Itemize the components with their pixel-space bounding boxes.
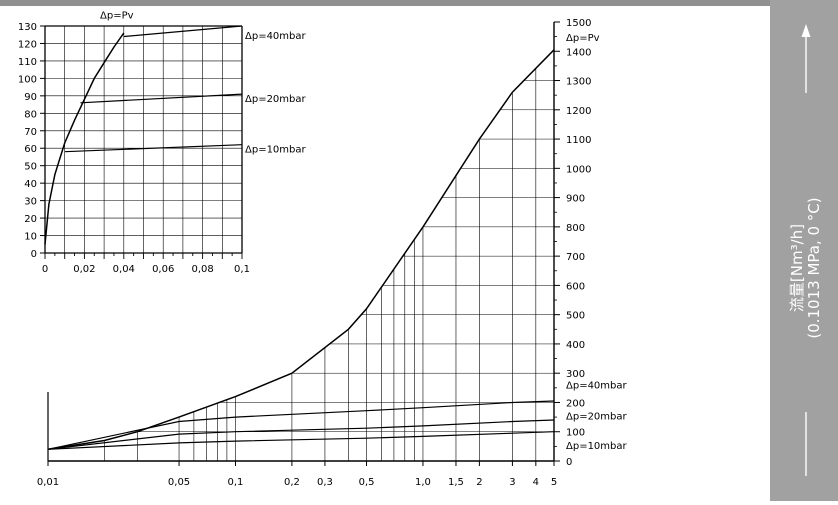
inset-series-label-p-20mbar: Δp=20mbar xyxy=(245,94,307,105)
y-tick-label-main-1300: 1300 xyxy=(566,77,591,88)
arrow-up-icon xyxy=(801,24,811,476)
inset-series-line-p-40mbar xyxy=(123,25,243,38)
x-tick-label-main-0-2: 0,2 xyxy=(284,477,300,488)
inset-series-line-p-pv xyxy=(44,32,125,245)
y-tick-label-main-1000: 1000 xyxy=(566,164,591,175)
inset-series-line-p-20mbar xyxy=(80,93,243,104)
inset-y-tick-label-130: 130 xyxy=(18,22,37,33)
inset-series-label-p-10mbar: Δp=10mbar xyxy=(245,145,307,156)
flow-chart: 0100200300400500600700800900100011001200… xyxy=(18,10,628,488)
inset-y-tick-label-30: 30 xyxy=(24,197,37,208)
y-tick-label-main-1400: 1400 xyxy=(566,47,591,58)
x-tick-label-main-0-05: 0,05 xyxy=(168,477,190,488)
y-tick-label-main-400: 400 xyxy=(566,340,585,351)
y-tick-label-main-300: 300 xyxy=(566,369,585,380)
inset-y-tick-label-80: 80 xyxy=(24,109,37,120)
inset-y-tick-label-60: 60 xyxy=(24,144,37,155)
inset-x-tick-label-0-06: 0,06 xyxy=(152,264,174,275)
series-line-main-p-10mbar xyxy=(47,431,555,450)
y-tick-label-main-700: 700 xyxy=(566,252,585,263)
inset-y-tick-label-40: 40 xyxy=(24,179,37,190)
inset-x-tick-label-0-02: 0,02 xyxy=(73,264,95,275)
inset-x-tick-label-0-04: 0,04 xyxy=(113,264,135,275)
series-line-main-p-pv xyxy=(47,49,555,451)
inset-y-tick-label-100: 100 xyxy=(18,74,37,85)
series-label-main-p-20mbar: Δp=20mbar xyxy=(566,412,628,423)
inset-y-tick-label-110: 110 xyxy=(18,57,37,68)
x-tick-label-main-0-3: 0,3 xyxy=(317,477,333,488)
series-label-main-p-40mbar: Δp=40mbar xyxy=(566,380,628,391)
top-band xyxy=(0,0,770,6)
y-tick-label-main-200: 200 xyxy=(566,398,585,409)
axis-label-flow-line1: 流量[Nm³/h] xyxy=(788,223,806,313)
inset-x-tick-label-0-1: 0,1 xyxy=(234,264,250,275)
axis-label-flow: 流量[Nm³/h] (0.1013 MPa, 0 °C) xyxy=(788,197,823,339)
y-tick-label-main-1200: 1200 xyxy=(566,106,591,117)
axis-label-flow-line2: (0.1013 MPa, 0 °C) xyxy=(805,197,823,339)
y-tick-label-main-0: 0 xyxy=(566,457,572,468)
series-label-main-p-10mbar: Δp=10mbar xyxy=(566,441,628,452)
inset-series-label-p-40mbar: Δp=40mbar xyxy=(245,31,307,42)
y-tick-label-main-600: 600 xyxy=(566,281,585,292)
series-line-main-p-40mbar xyxy=(47,400,555,450)
inset-x-tick-label-0-08: 0,08 xyxy=(191,264,213,275)
inset-series-line-p-10mbar xyxy=(64,144,243,153)
inset-y-tick-label-120: 120 xyxy=(18,39,37,50)
y-tick-label-main-100: 100 xyxy=(566,428,585,439)
inset-series-label-p-pv: Δp=Pv xyxy=(100,10,134,21)
x-tick-label-main-0-5: 0,5 xyxy=(359,477,375,488)
side-panel xyxy=(770,0,838,501)
inset-y-tick-label-90: 90 xyxy=(24,92,37,103)
x-tick-label-main-4: 4 xyxy=(533,477,539,488)
inset-x-tick-label-0: 0 xyxy=(42,264,48,275)
x-tick-label-main-5: 5 xyxy=(551,477,557,488)
x-tick-label-main-3: 3 xyxy=(509,477,515,488)
x-tick-label-main-1-5: 1,5 xyxy=(448,477,464,488)
x-tick-label-main-1-0: 1,0 xyxy=(415,477,431,488)
y-tick-label-main-900: 900 xyxy=(566,194,585,205)
inset-y-tick-label-70: 70 xyxy=(24,127,37,138)
inset-y-tick-label-50: 50 xyxy=(24,162,37,173)
y-tick-label-main-500: 500 xyxy=(566,311,585,322)
y-tick-label-main-1500: 1500 xyxy=(566,18,591,29)
y-tick-label-main-800: 800 xyxy=(566,223,585,234)
x-tick-label-main-0-01: 0,01 xyxy=(37,477,59,488)
inset-y-tick-label-20: 20 xyxy=(24,214,37,225)
x-tick-label-main-2: 2 xyxy=(476,477,482,488)
x-tick-label-main-0-1: 0,1 xyxy=(228,477,244,488)
series-label-main-p-pv: Δp=Pv xyxy=(566,33,600,44)
series-line-main-p-20mbar xyxy=(47,419,555,450)
inset-y-tick-label-10: 10 xyxy=(24,232,37,243)
inset-y-tick-label-0: 0 xyxy=(31,249,37,260)
y-tick-label-main-1100: 1100 xyxy=(566,135,591,146)
